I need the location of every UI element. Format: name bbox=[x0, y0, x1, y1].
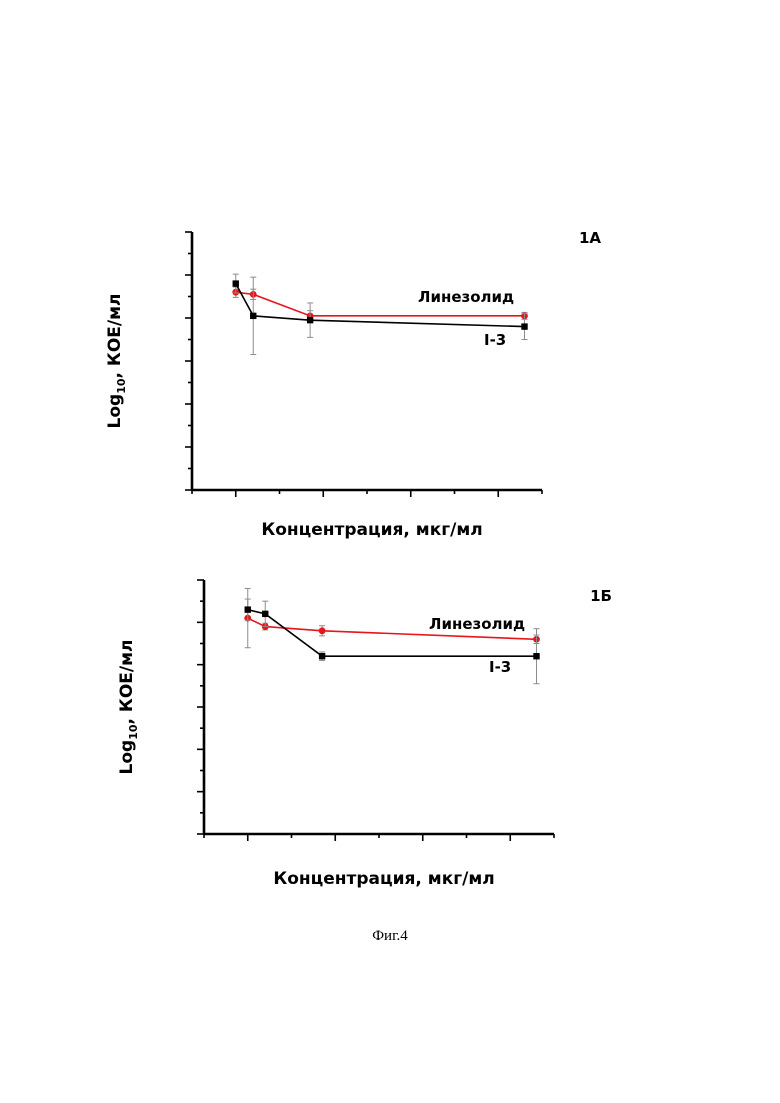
linezolid-series-label: Линезолид bbox=[418, 288, 514, 306]
i3-data-point bbox=[233, 280, 239, 286]
y-axis-title: Log10, КОЕ/мл bbox=[117, 640, 140, 775]
y-axis-title: Log10, КОЕ/мл bbox=[105, 294, 128, 429]
linezolid-series-label: Линезолид bbox=[429, 615, 525, 633]
panel-label: 1А bbox=[579, 229, 601, 247]
i3-data-point bbox=[307, 317, 313, 323]
i3-data-point bbox=[245, 606, 251, 612]
chart-panel-1a: Линезолид I-3 1А Концентрация, мкг/мл Log10,… bbox=[105, 229, 601, 540]
i3-data-point bbox=[319, 653, 325, 659]
i3-series-label: I-3 bbox=[489, 658, 511, 676]
i3-data-point bbox=[250, 313, 256, 319]
linezolid-data-point bbox=[319, 627, 326, 634]
x-axis-title: Концентрация, мкг/мл bbox=[261, 520, 482, 540]
chart-panel-1b: Линезолид I-3 1Б Концентрация, мкг/мл Log10,… bbox=[117, 580, 612, 889]
i3-series-label: I-3 bbox=[484, 331, 506, 349]
i3-data-point bbox=[262, 611, 268, 617]
figure-caption: Фиг.4 bbox=[0, 928, 780, 945]
i3-data-point bbox=[533, 653, 539, 659]
x-axis-title: Концентрация, мкг/мл bbox=[273, 869, 494, 889]
i3-data-point bbox=[521, 323, 527, 329]
panel-label: 1Б bbox=[590, 587, 612, 605]
